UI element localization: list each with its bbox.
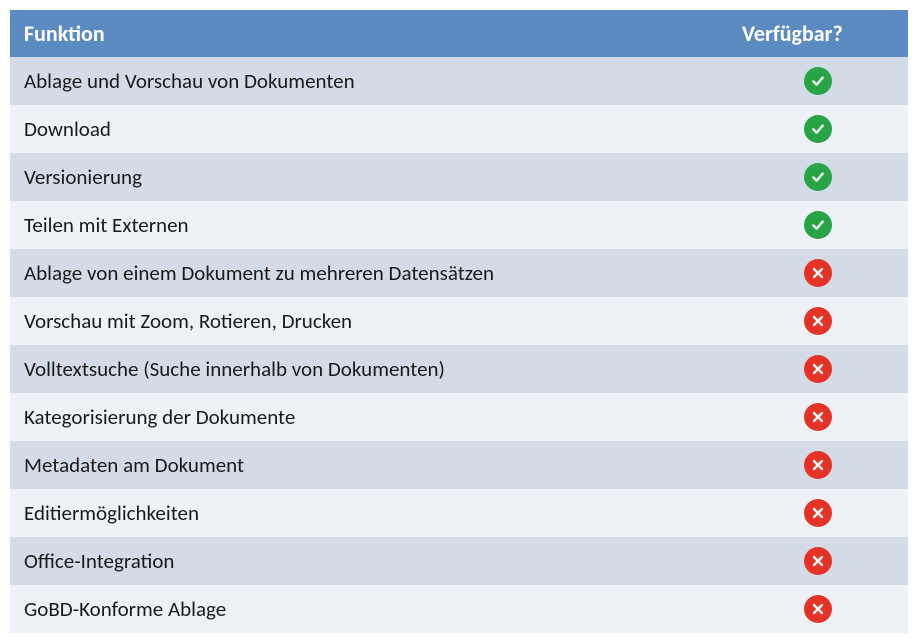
feature-cell: Office-Integration bbox=[10, 537, 728, 585]
table-row: Vorschau mit Zoom, Rotieren, Drucken bbox=[10, 297, 908, 345]
check-icon bbox=[804, 115, 832, 143]
status-cell bbox=[728, 489, 908, 537]
status-cell bbox=[728, 249, 908, 297]
feature-cell: GoBD-Konforme Ablage bbox=[10, 585, 728, 633]
check-icon bbox=[804, 163, 832, 191]
feature-cell: Ablage von einem Dokument zu mehreren Da… bbox=[10, 249, 728, 297]
cross-icon bbox=[804, 355, 832, 383]
cross-icon bbox=[804, 259, 832, 287]
feature-cell: Vorschau mit Zoom, Rotieren, Drucken bbox=[10, 297, 728, 345]
table-row: Office-Integration bbox=[10, 537, 908, 585]
feature-cell: Teilen mit Externen bbox=[10, 201, 728, 249]
table-row: Teilen mit Externen bbox=[10, 201, 908, 249]
cross-icon bbox=[804, 595, 832, 623]
table-row: GoBD-Konforme Ablage bbox=[10, 585, 908, 633]
table-header-row: Funktion Verfügbar? bbox=[10, 10, 908, 57]
check-icon bbox=[804, 67, 832, 95]
table-row: Kategorisierung der Dokumente bbox=[10, 393, 908, 441]
table-row: Versionierung bbox=[10, 153, 908, 201]
status-cell bbox=[728, 393, 908, 441]
column-header-feature: Funktion bbox=[10, 10, 728, 57]
feature-cell: Download bbox=[10, 105, 728, 153]
cross-icon bbox=[804, 451, 832, 479]
table-row: Download bbox=[10, 105, 908, 153]
table-row: Volltextsuche (Suche innerhalb von Dokum… bbox=[10, 345, 908, 393]
feature-cell: Ablage und Vorschau von Dokumenten bbox=[10, 57, 728, 105]
status-cell bbox=[728, 537, 908, 585]
status-cell bbox=[728, 105, 908, 153]
column-header-available: Verfügbar? bbox=[728, 10, 908, 57]
feature-cell: Versionierung bbox=[10, 153, 728, 201]
feature-cell: Kategorisierung der Dokumente bbox=[10, 393, 728, 441]
table-row: Editiermöglichkeiten bbox=[10, 489, 908, 537]
table-body: Ablage und Vorschau von DokumentenDownlo… bbox=[10, 57, 908, 633]
status-cell bbox=[728, 585, 908, 633]
cross-icon bbox=[804, 307, 832, 335]
table-row: Ablage von einem Dokument zu mehreren Da… bbox=[10, 249, 908, 297]
table-row: Ablage und Vorschau von Dokumenten bbox=[10, 57, 908, 105]
table-row: Metadaten am Dokument bbox=[10, 441, 908, 489]
feature-table: Funktion Verfügbar? Ablage und Vorschau … bbox=[10, 10, 908, 633]
cross-icon bbox=[804, 403, 832, 431]
cross-icon bbox=[804, 499, 832, 527]
status-cell bbox=[728, 345, 908, 393]
cross-icon bbox=[804, 547, 832, 575]
feature-cell: Metadaten am Dokument bbox=[10, 441, 728, 489]
feature-cell: Volltextsuche (Suche innerhalb von Dokum… bbox=[10, 345, 728, 393]
status-cell bbox=[728, 57, 908, 105]
status-cell bbox=[728, 297, 908, 345]
check-icon bbox=[804, 211, 832, 239]
status-cell bbox=[728, 441, 908, 489]
status-cell bbox=[728, 153, 908, 201]
feature-cell: Editiermöglichkeiten bbox=[10, 489, 728, 537]
status-cell bbox=[728, 201, 908, 249]
